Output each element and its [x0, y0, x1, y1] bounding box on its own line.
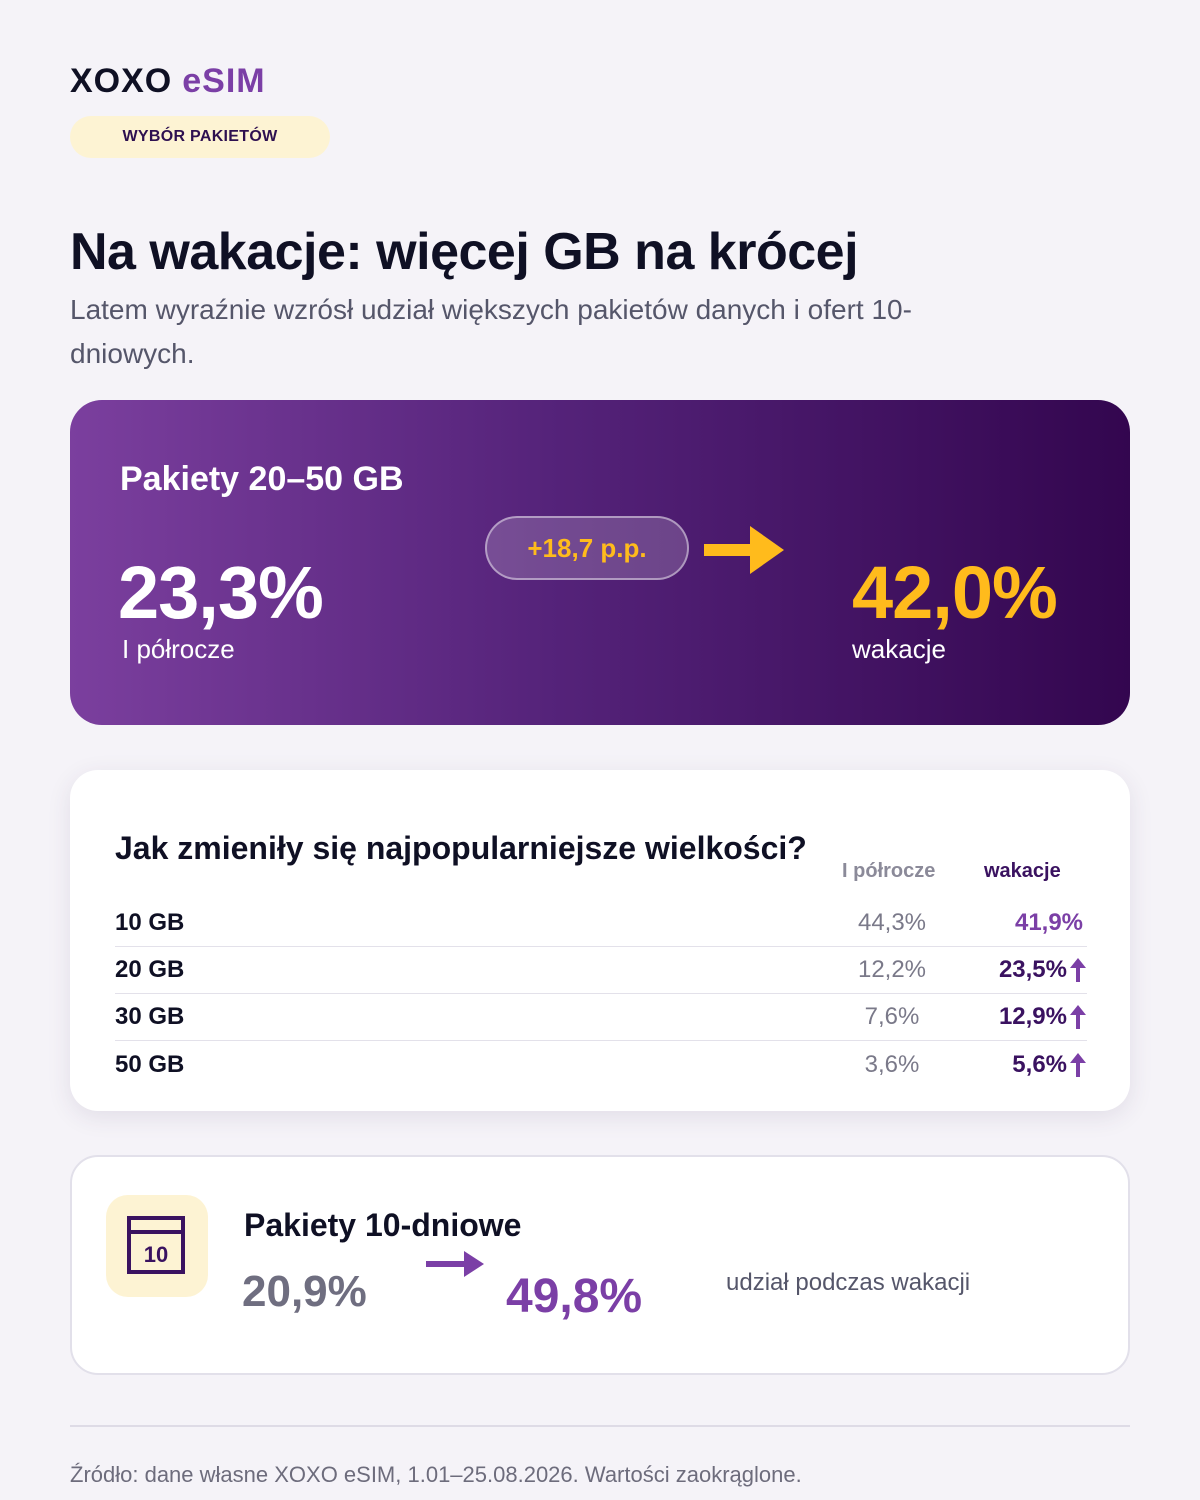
arrow-up-icon	[1070, 1005, 1086, 1029]
hero-to-label: wakacje	[852, 634, 946, 664]
ten-day-to-value: 49,8%	[506, 1270, 643, 1323]
row-size: 50 GB	[115, 1050, 185, 1078]
ten-day-from-value: 20,9%	[242, 1267, 367, 1316]
source-note: Źródło: dane własne XOXO eSIM, 1.01–25.0…	[70, 1462, 802, 1487]
page-title: Na wakacje: więcej GB na krócej	[70, 223, 859, 281]
arrow-up-icon	[1070, 958, 1086, 982]
calendar-icon: 10	[127, 1216, 185, 1274]
sizes-question: Jak zmieniły się najpopularniejsze wielk…	[115, 830, 807, 866]
category-tag: WYBÓR PAKIETÓW	[70, 116, 330, 158]
ten-day-card: 10 Pakiety 10-dniowe 20,9% 49,8% udział …	[70, 1155, 1130, 1375]
row-value-holidays: 5,6%	[1012, 1050, 1067, 1078]
row-size: 20 GB	[115, 956, 185, 983]
sizes-card: Jak zmieniły się najpopularniejsze wielk…	[70, 770, 1130, 1111]
hero-card: Pakiety 20–50 GB 23,3% I półrocze +18,7 …	[70, 400, 1130, 725]
hero-delta-badge: +18,7 p.p.	[485, 516, 689, 580]
row-value-first-half: 44,3%	[857, 909, 927, 936]
brand-product: eSIM	[182, 62, 266, 100]
column-header-first-half: I półrocze	[842, 860, 936, 882]
page-subtitle: Latem wyraźnie wzrósł udział większych p…	[70, 294, 912, 369]
hero-to-value: 42,0%	[852, 551, 1058, 634]
calendar-icon-box: 10	[106, 1195, 208, 1297]
table-row: 30 GB 7,6% 12,9%	[115, 994, 1087, 1041]
arrow-right-icon	[704, 526, 784, 574]
row-value-holidays: 23,5%	[998, 956, 1067, 983]
ten-day-title: Pakiety 10-dniowe	[244, 1207, 522, 1243]
table-row: 50 GB 3,6% 5,6%	[115, 1041, 1087, 1088]
hero-from-label: I półrocze	[122, 634, 235, 664]
row-value-holidays: 12,9%	[998, 1003, 1067, 1030]
brand-name: XOXO	[70, 62, 173, 100]
arrow-up-icon	[1070, 1052, 1086, 1077]
brand-logo: XOXO eSIM	[70, 62, 266, 101]
row-size: 10 GB	[115, 909, 185, 936]
divider	[70, 1425, 1130, 1427]
row-value-first-half: 7,6%	[864, 1003, 920, 1030]
column-header-holidays: wakacje	[984, 860, 1061, 882]
row-value-holidays: 41,9%	[1014, 909, 1084, 936]
ten-day-label: udział podczas wakacji	[726, 1269, 971, 1296]
table-row: 20 GB 12,2% 23,5%	[115, 947, 1087, 994]
hero-from-value: 23,3%	[118, 551, 324, 634]
row-size: 30 GB	[115, 1003, 185, 1030]
arrow-right-icon	[426, 1251, 484, 1277]
calendar-number: 10	[144, 1242, 168, 1267]
table-row: 10 GB 44,3% 41,9%	[115, 900, 1087, 947]
row-value-first-half: 12,2%	[857, 956, 927, 983]
row-value-first-half: 3,6%	[864, 1050, 920, 1078]
hero-title: Pakiety 20–50 GB	[120, 460, 404, 498]
